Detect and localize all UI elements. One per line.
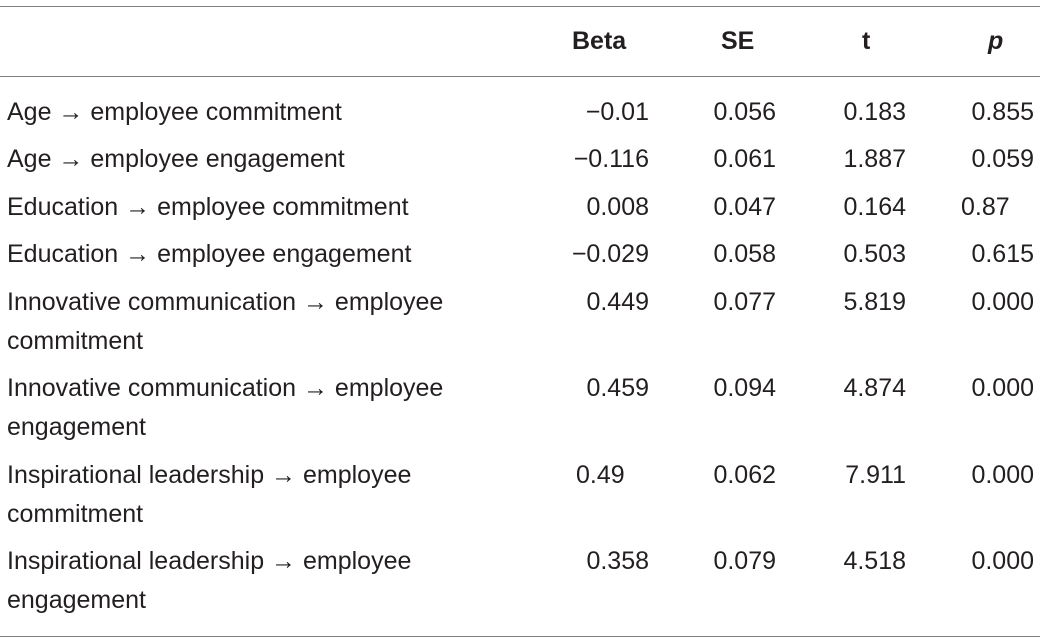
cell-t: 7.911 bbox=[845, 461, 906, 489]
table-header-row: Beta SE t p bbox=[0, 23, 1040, 59]
cell-t: 0.164 bbox=[843, 193, 906, 221]
cell-beta: 0.358 bbox=[586, 547, 649, 575]
cell-beta: 0.459 bbox=[586, 374, 649, 402]
cell-t: 4.874 bbox=[843, 374, 906, 402]
cell-beta: −0.01 bbox=[585, 98, 649, 126]
cell-p: 0.855 bbox=[971, 98, 1034, 126]
cell-se: 0.062 bbox=[713, 461, 776, 489]
cell-beta: −0.116 bbox=[573, 145, 649, 173]
cell-p: 0.000 bbox=[971, 374, 1034, 402]
cell-t: 5.819 bbox=[843, 288, 906, 316]
table-top-rule bbox=[0, 6, 1040, 7]
header-beta: Beta bbox=[572, 27, 627, 55]
cell-beta: 0.008 bbox=[586, 193, 649, 221]
cell-beta: 0.449 bbox=[586, 288, 649, 316]
header-se: SE bbox=[721, 27, 755, 55]
row-label: Inspirational leadership → employee enga… bbox=[7, 547, 412, 614]
cell-se: 0.094 bbox=[713, 374, 776, 402]
cell-p: 0.000 bbox=[971, 288, 1034, 316]
header-t: t bbox=[862, 27, 871, 55]
cell-se: 0.079 bbox=[713, 547, 776, 575]
cell-p: 0.615 bbox=[971, 240, 1034, 268]
table-bottom-rule bbox=[0, 636, 1040, 637]
cell-beta: −0.029 bbox=[571, 240, 649, 268]
cell-se: 0.047 bbox=[713, 193, 776, 221]
row-label: Innovative communication → employee comm… bbox=[7, 288, 444, 355]
row-label: Innovative communication → employee enga… bbox=[7, 374, 444, 441]
cell-p: 0.059 bbox=[971, 145, 1034, 173]
cell-t: 0.503 bbox=[843, 240, 906, 268]
cell-se: 0.077 bbox=[713, 288, 776, 316]
header-p: p bbox=[988, 27, 1004, 55]
cell-se: 0.058 bbox=[713, 240, 776, 268]
cell-t: 0.183 bbox=[843, 98, 906, 126]
table-header-rule bbox=[0, 76, 1040, 77]
cell-beta: 0.49 bbox=[576, 461, 625, 489]
cell-p: 0.000 bbox=[971, 547, 1034, 575]
row-label: Education → employee engagement bbox=[7, 240, 412, 268]
cell-se: 0.061 bbox=[713, 145, 776, 173]
cell-t: 4.518 bbox=[843, 547, 906, 575]
row-label: Inspirational leadership → employee comm… bbox=[7, 461, 412, 528]
cell-t: 1.887 bbox=[843, 145, 906, 173]
cell-se: 0.056 bbox=[713, 98, 776, 126]
row-label: Age → employee commitment bbox=[7, 98, 342, 126]
cell-p: 0.000 bbox=[971, 461, 1034, 489]
row-label: Education → employee commitment bbox=[7, 193, 409, 221]
row-label: Age → employee engagement bbox=[7, 145, 345, 173]
cell-p: 0.87 bbox=[961, 193, 1010, 221]
